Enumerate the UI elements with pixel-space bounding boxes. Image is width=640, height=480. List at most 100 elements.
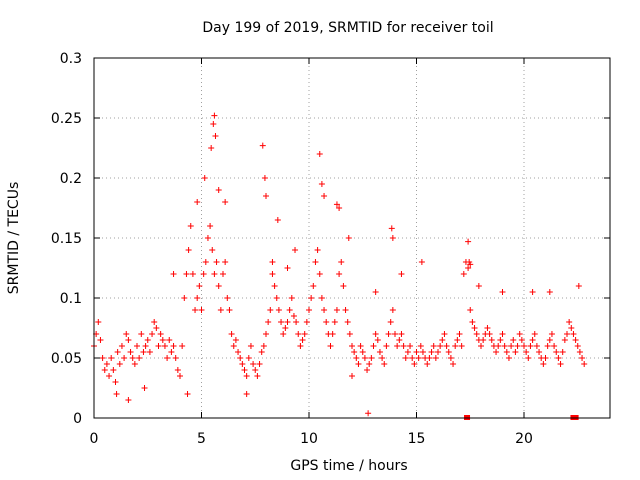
data-point bbox=[222, 199, 229, 205]
data-point bbox=[488, 337, 495, 343]
x-tick-label: 5 bbox=[197, 431, 206, 447]
data-point bbox=[261, 175, 268, 181]
data-point bbox=[546, 289, 553, 295]
data-point bbox=[318, 295, 325, 301]
data-point bbox=[321, 307, 328, 313]
data-point bbox=[424, 361, 431, 367]
y-tick-label: 0.2 bbox=[60, 171, 82, 187]
data-point bbox=[574, 343, 581, 349]
tick-layer: 0 0.05 0.1 0.15 0.2 0.25 0.3 0 5 10 15 20 bbox=[51, 51, 610, 447]
data-point bbox=[153, 325, 160, 331]
data-point bbox=[525, 355, 532, 361]
data-point bbox=[357, 343, 364, 349]
data-point bbox=[370, 343, 377, 349]
data-point bbox=[419, 349, 426, 355]
data-point bbox=[344, 319, 351, 325]
data-point bbox=[575, 283, 582, 289]
data-point bbox=[220, 271, 226, 277]
data-point bbox=[432, 355, 439, 361]
data-point bbox=[318, 181, 325, 187]
data-point bbox=[413, 349, 420, 355]
data-point bbox=[579, 355, 586, 361]
data-point bbox=[184, 391, 191, 397]
data-point bbox=[394, 343, 401, 349]
data-point bbox=[295, 331, 302, 337]
data-point bbox=[134, 343, 140, 349]
data-point bbox=[548, 331, 555, 337]
data-point bbox=[204, 235, 211, 241]
data-point bbox=[435, 349, 441, 355]
data-point bbox=[239, 361, 246, 367]
data-point bbox=[142, 343, 149, 349]
data-point bbox=[372, 289, 379, 295]
data-point bbox=[110, 367, 117, 373]
y-tick-label: 0.05 bbox=[51, 351, 82, 367]
y-tick-label: 0 bbox=[73, 411, 82, 427]
data-point bbox=[456, 331, 463, 337]
data-point bbox=[529, 337, 536, 343]
data-point bbox=[471, 325, 478, 331]
data-point bbox=[428, 349, 435, 355]
data-point bbox=[568, 325, 575, 331]
data-point bbox=[379, 355, 386, 361]
data-point bbox=[237, 355, 244, 361]
data-point bbox=[129, 355, 136, 361]
data-point bbox=[245, 355, 252, 361]
data-point bbox=[157, 331, 164, 337]
data-point bbox=[308, 295, 315, 301]
data-point bbox=[243, 373, 250, 379]
data-point bbox=[473, 331, 480, 337]
data-point bbox=[275, 307, 282, 313]
data-point bbox=[211, 112, 218, 119]
data-point bbox=[183, 271, 190, 277]
y-axis-label: SRMTID / TECUs bbox=[6, 182, 22, 295]
data-point bbox=[441, 331, 448, 337]
data-point bbox=[484, 325, 491, 331]
data-point bbox=[351, 349, 358, 355]
x-tick-label: 10 bbox=[300, 431, 318, 447]
data-point bbox=[529, 289, 536, 295]
x-axis-label: GPS time / hours bbox=[290, 458, 407, 474]
data-point bbox=[284, 265, 291, 271]
data-point bbox=[213, 259, 220, 265]
data-point bbox=[576, 349, 583, 355]
data-point bbox=[187, 223, 194, 229]
data-point bbox=[217, 307, 224, 313]
data-point bbox=[564, 331, 570, 337]
data-point bbox=[430, 343, 437, 349]
data-point bbox=[172, 355, 179, 361]
data-point bbox=[164, 355, 171, 361]
data-point bbox=[170, 271, 177, 277]
data-point bbox=[259, 142, 266, 149]
data-point bbox=[486, 331, 493, 337]
data-point bbox=[398, 331, 405, 337]
data-point bbox=[527, 343, 534, 349]
data-point bbox=[439, 337, 446, 343]
data-point bbox=[151, 319, 158, 325]
data-point bbox=[228, 331, 235, 337]
data-point bbox=[316, 151, 323, 157]
chart-title: Day 199 of 2019, SRMTID for receiver toi… bbox=[202, 20, 493, 36]
data-point bbox=[299, 337, 306, 343]
data-point bbox=[542, 355, 549, 361]
data-point bbox=[388, 225, 395, 232]
data-point bbox=[493, 349, 500, 355]
data-point bbox=[398, 271, 405, 277]
data-point bbox=[189, 271, 196, 277]
data-point bbox=[212, 133, 219, 139]
data-point bbox=[168, 349, 175, 355]
data-point bbox=[144, 337, 151, 343]
data-point bbox=[450, 361, 457, 367]
data-point bbox=[460, 271, 467, 277]
data-point bbox=[409, 355, 416, 361]
data-point bbox=[338, 259, 345, 265]
data-point bbox=[331, 319, 338, 325]
data-point bbox=[353, 355, 360, 361]
data-point bbox=[523, 349, 530, 355]
data-point bbox=[210, 121, 217, 127]
data-point bbox=[113, 391, 120, 397]
x-tick-label: 20 bbox=[515, 431, 533, 447]
data-point bbox=[269, 259, 276, 265]
data-point bbox=[572, 337, 579, 343]
